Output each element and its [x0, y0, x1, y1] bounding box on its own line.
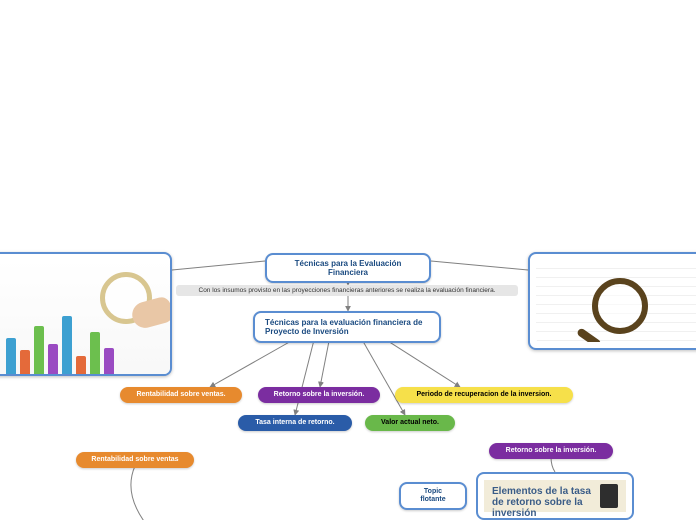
mindmap-canvas: Técnicas para la Evaluación Financiera C… — [0, 0, 696, 520]
image-left-frame — [0, 252, 172, 376]
poster-column-decoration — [600, 484, 618, 508]
method-node-rentabilidad[interactable]: Rentabilidad sobre ventas. — [120, 387, 242, 403]
root-node[interactable]: Técnicas para la Evaluación Financiera — [265, 253, 431, 283]
description-label: Con los insumos provisto en las proyecci… — [199, 287, 496, 294]
method-label: Valor actual neto. — [381, 419, 439, 426]
method-node-retorno[interactable]: Retorno sobre la inversión. — [258, 387, 380, 403]
magnifier-icon — [592, 278, 648, 334]
magnifier-handle-icon — [576, 327, 602, 342]
description-node: Con los insumos provisto en las proyecci… — [176, 285, 518, 296]
root-label: Técnicas para la Evaluación Financiera — [295, 259, 402, 277]
method-label: Periodo de recuperacion de la inversion. — [417, 391, 552, 398]
detached-retorno[interactable]: Retorno sobre la inversión. — [489, 443, 613, 459]
image-left — [0, 260, 172, 376]
poster: Elementos de la tasa de retorno sobre la… — [484, 480, 626, 512]
poster-frame[interactable]: Elementos de la tasa de retorno sobre la… — [476, 472, 634, 520]
floating-topic[interactable]: Topic flotante — [399, 482, 467, 510]
method-node-tir[interactable]: Tasa interna de retorno. — [238, 415, 352, 431]
method-node-periodo[interactable]: Periodo de recuperacion de la inversion. — [395, 387, 573, 403]
image-right-frame — [528, 252, 696, 350]
image-right — [536, 260, 696, 342]
method-label: Retorno sobre la inversión. — [274, 391, 365, 398]
detached-label: Rentabilidad sobre ventas — [91, 456, 178, 463]
method-node-van[interactable]: Valor actual neto. — [365, 415, 455, 431]
floating-topic-label: Topic flotante — [420, 488, 445, 503]
detached-label: Retorno sobre la inversión. — [506, 447, 597, 454]
detached-rentabilidad[interactable]: Rentabilidad sobre ventas — [76, 452, 194, 468]
method-label: Rentabilidad sobre ventas. — [136, 391, 225, 398]
method-root-label: Técnicas para la evaluación financiera d… — [265, 318, 422, 336]
method-label: Tasa interna de retorno. — [255, 419, 334, 426]
method-root-node[interactable]: Técnicas para la evaluación financiera d… — [253, 311, 441, 343]
poster-title: Elementos de la tasa de retorno sobre la… — [492, 486, 596, 519]
